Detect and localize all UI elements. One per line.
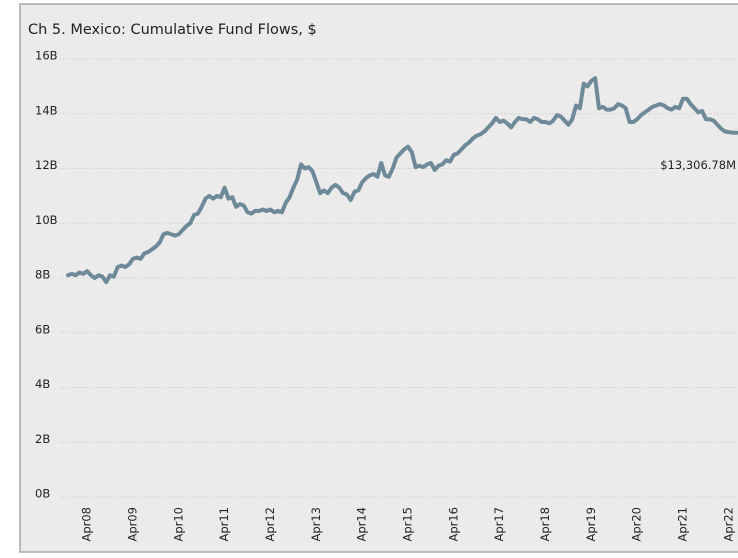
chart-title: Ch 5. Mexico: Cumulative Fund Flows, $	[28, 22, 317, 38]
x-tick-label: Apr16	[446, 507, 460, 542]
x-tick-label: Apr12	[263, 507, 277, 542]
y-tick-label: 4B	[35, 377, 50, 391]
x-tick-label: Apr13	[309, 507, 323, 542]
x-tick-label: Apr22	[721, 507, 735, 542]
x-tick-label: Apr11	[217, 507, 231, 542]
x-tick-label: Apr09	[125, 507, 139, 542]
x-tick-label: Apr08	[80, 507, 94, 542]
x-tick-label: Apr18	[538, 507, 552, 542]
x-tick-label: Apr15	[400, 507, 414, 542]
y-tick-label: 6B	[35, 322, 50, 336]
x-tick-label: Apr10	[171, 507, 185, 542]
y-tick-label: 14B	[35, 103, 58, 117]
line	[66, 76, 738, 285]
y-tick-label: 2B	[35, 432, 50, 446]
x-tick-label: Apr14	[355, 507, 369, 542]
x-tick-label: Apr21	[676, 507, 690, 542]
y-tick-label: 12B	[35, 158, 58, 172]
annotation: $13,306.78M	[660, 158, 736, 172]
y-tick-label: 10B	[35, 213, 58, 227]
y-tick-label: 0B	[35, 487, 50, 501]
y-tick-label: 16B	[35, 49, 58, 63]
x-tick-label: Apr17	[492, 507, 506, 542]
y-tick-label: 8B	[35, 268, 50, 282]
x-tick-label: Apr19	[584, 507, 598, 542]
x-tick-label: Apr20	[630, 507, 644, 542]
